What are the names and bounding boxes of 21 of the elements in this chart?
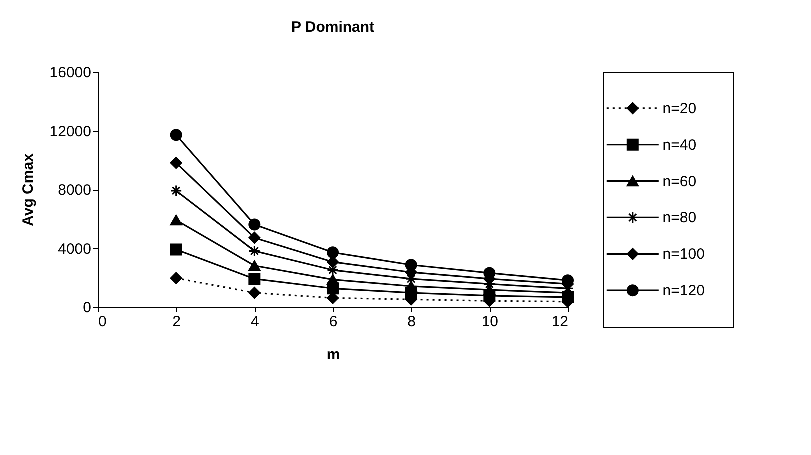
legend-label: n=20 [662,100,697,118]
x-tick-label: 6 [329,314,338,330]
x-tick-label: 8 [408,314,416,330]
x-tick-label: 4 [250,314,260,330]
y-tick-label: 8000 [58,182,92,199]
x-tick-label: 2 [172,314,182,330]
y-tick-label: 12000 [50,123,92,140]
legend-label: n=100 [662,246,705,264]
y-tick-label: 4000 [58,240,92,258]
x-tick-label: 10 [482,314,499,330]
x-axis-title: m [326,346,340,364]
y-tick-label: 16000 [50,64,92,82]
legend-label: n=80 [662,210,697,227]
legend-label: n=120 [662,282,705,300]
x-tick-label: 0 [98,314,107,330]
y-axis-title: Avg Cmax [20,152,37,226]
chart-title: P Dominant [291,19,375,36]
legend-label: n=60 [662,173,697,190]
legend-label: n=40 [662,136,697,154]
y-tick-label: 0 [83,300,92,316]
x-tick-label: 12 [552,314,568,330]
